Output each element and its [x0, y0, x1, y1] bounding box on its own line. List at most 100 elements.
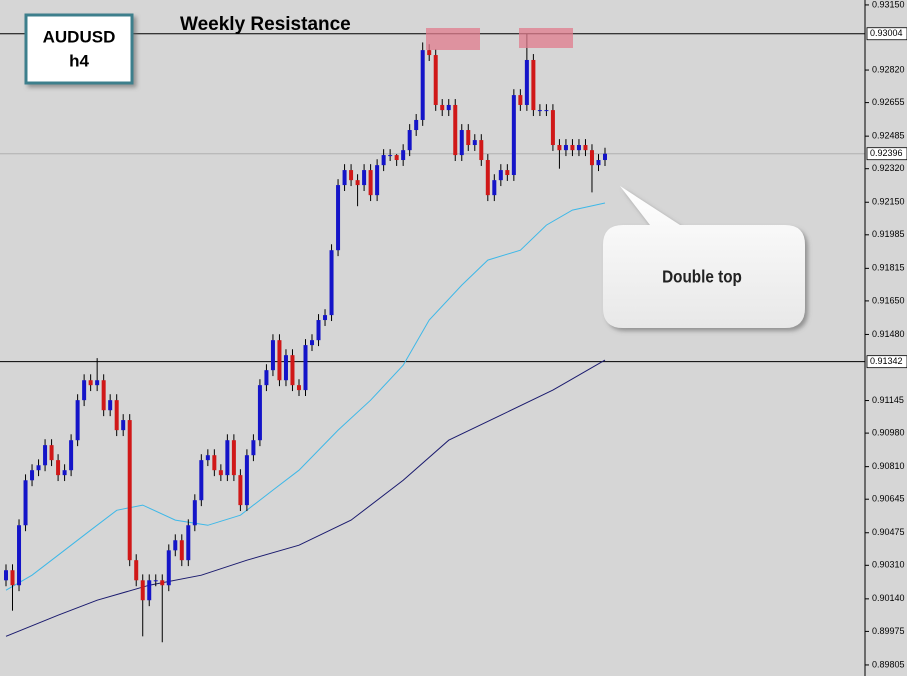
candle-body — [140, 580, 145, 601]
candle-body — [603, 153, 607, 161]
candle-body — [231, 440, 236, 476]
candle-body — [589, 150, 594, 166]
candle-body — [498, 170, 503, 181]
candle-body — [283, 355, 288, 381]
candle-body — [205, 455, 210, 461]
candle-body — [95, 380, 100, 386]
candle-body — [212, 455, 217, 471]
candle-body — [570, 145, 575, 151]
candle-body — [368, 170, 373, 196]
candle-body — [134, 560, 139, 581]
moving-average — [5, 359, 606, 637]
y-tick-label: 0.93150 — [872, 0, 905, 9]
candle-body — [550, 110, 555, 146]
candle-body — [394, 155, 399, 161]
candle-body — [30, 470, 35, 481]
candle-body — [544, 110, 549, 112]
candle-body — [388, 155, 393, 157]
candle-body — [433, 55, 438, 105]
candle-body — [179, 540, 184, 561]
y-tick-label: 0.91145 — [872, 395, 904, 405]
candle-body — [75, 400, 80, 441]
y-tick-label: 0.92655 — [872, 97, 905, 107]
candle-body — [296, 385, 301, 391]
candle-body — [270, 340, 275, 371]
candle-body — [583, 145, 588, 151]
candle-body — [186, 525, 191, 561]
candle-body — [49, 445, 54, 461]
y-tick-label: 0.92485 — [872, 131, 905, 141]
resistance-zone — [519, 28, 573, 48]
candle-body — [153, 580, 158, 582]
y-tick-label: 0.90310 — [872, 560, 905, 570]
y-tick-label: 0.91650 — [872, 295, 905, 305]
candle-body — [36, 465, 41, 471]
candle-body — [160, 580, 165, 586]
candle-body — [108, 400, 113, 411]
candle-body — [199, 460, 204, 501]
y-tick-label: 0.92820 — [872, 64, 905, 74]
candle-body — [407, 130, 412, 151]
y-tick-label: 0.89805 — [872, 659, 905, 669]
candle-body — [479, 140, 484, 161]
price-label: 0.93004 — [870, 28, 903, 38]
candle-body — [82, 380, 87, 401]
candle-body — [420, 50, 425, 120]
callout-text: Double top — [662, 267, 742, 287]
y-tick-label: 0.90140 — [872, 593, 905, 603]
candle-body — [596, 160, 601, 166]
candle-body — [472, 140, 477, 146]
candle-body — [375, 165, 380, 196]
candle-body — [101, 380, 106, 411]
candle-body — [310, 340, 315, 346]
candle-body — [4, 570, 8, 581]
candle-body — [453, 104, 458, 156]
candle-body — [251, 440, 256, 456]
candle-body — [459, 130, 464, 156]
candle-body — [414, 119, 419, 131]
candle-body — [336, 185, 341, 251]
candle-body — [277, 340, 282, 381]
moving-average — [5, 202, 606, 591]
resistance-zone — [426, 28, 480, 50]
candle-body — [147, 580, 152, 601]
price-label-box — [866, 147, 907, 161]
candle-body — [17, 525, 22, 586]
price-label: 0.92396 — [870, 148, 903, 158]
candle-body — [466, 130, 471, 146]
candle-body — [485, 160, 490, 196]
y-tick-label: 0.89975 — [872, 626, 905, 636]
candle-body — [362, 170, 367, 186]
price-label-box — [866, 355, 907, 369]
candle-body — [303, 345, 308, 391]
candle-body — [524, 59, 529, 105]
candle-body — [492, 180, 497, 196]
candle-body — [121, 420, 126, 431]
y-tick-label: 0.90980 — [872, 427, 905, 437]
callout — [603, 186, 805, 328]
candle-body — [69, 440, 74, 471]
candle-body — [518, 95, 523, 105]
price-label: 0.91342 — [870, 356, 903, 366]
candle-body — [244, 455, 249, 506]
candle-body — [43, 445, 48, 466]
candle-body — [440, 104, 445, 111]
candle-body — [225, 440, 230, 476]
candle-body — [557, 145, 562, 151]
candle-body — [290, 355, 295, 386]
candle-body — [401, 150, 406, 161]
candle-body — [192, 500, 197, 526]
y-tick-label: 0.90475 — [872, 527, 905, 537]
candle-body — [238, 475, 243, 506]
y-tick-label: 0.92150 — [872, 197, 905, 207]
candle-body — [10, 570, 15, 586]
y-tick-label: 0.91815 — [872, 263, 905, 273]
candle-body — [127, 420, 132, 561]
y-tick-label: 0.90645 — [872, 494, 905, 504]
candle-body — [511, 95, 516, 176]
candle-body — [349, 170, 354, 181]
candle-body — [173, 540, 178, 551]
candle-body — [342, 170, 347, 186]
candle-body — [531, 59, 536, 111]
